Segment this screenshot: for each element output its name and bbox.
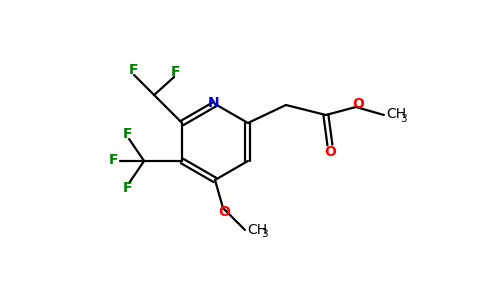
Text: F: F — [128, 63, 138, 77]
Text: O: O — [218, 205, 230, 219]
Text: F: F — [108, 153, 118, 167]
Text: F: F — [122, 127, 132, 141]
Text: F: F — [170, 65, 180, 79]
Text: CH: CH — [247, 223, 267, 237]
Text: O: O — [352, 97, 364, 111]
Text: N: N — [208, 96, 220, 110]
Text: 3: 3 — [261, 229, 268, 239]
Text: F: F — [122, 181, 132, 195]
Text: 3: 3 — [400, 114, 407, 124]
Text: O: O — [324, 145, 336, 159]
Text: CH: CH — [386, 107, 406, 121]
